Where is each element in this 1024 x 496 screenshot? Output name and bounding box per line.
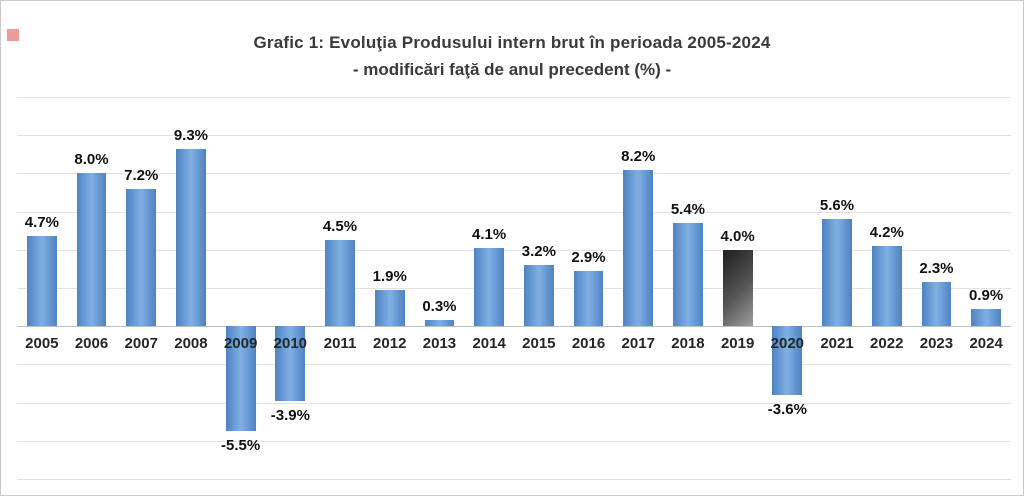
bar-2009 [225,326,256,432]
year-label-2019: 2019 [720,335,755,353]
bar-2017 [623,169,654,327]
year-label-2018: 2018 [671,335,705,353]
bar-2014 [474,247,505,327]
year-label-2023: 2023 [919,335,954,353]
year-label-2012: 2012 [373,335,407,353]
value-label-2024: 0.9% [969,287,1004,305]
bar-2016 [573,270,604,327]
chart-subtitle: - modificări faţă de anul precedent (%) … [352,60,672,79]
gridline [17,135,1011,137]
bar-2013 [424,320,455,327]
year-label-2006: 2006 [74,335,109,353]
value-label-2018: 5.4% [670,201,706,219]
year-label-2020: 2020 [770,335,805,353]
value-label-2010: -3.9% [270,406,310,424]
year-label-2021: 2021 [820,335,854,353]
bar-2006 [76,173,107,327]
gridline [17,97,1011,98]
year-label-2011: 2011 [323,335,357,353]
bar-2020 [772,326,803,395]
year-label-2010: 2010 [273,335,308,353]
value-label-2007: 7.2% [124,166,159,184]
gridline [17,479,1011,480]
bar-2022 [871,245,902,327]
year-label-2013: 2013 [422,335,457,353]
bar-2023 [921,282,952,327]
value-label-2013: 0.3% [422,298,457,316]
gridline [17,249,1011,251]
year-label-2016: 2016 [571,335,606,353]
value-label-2005: 4.7% [24,214,59,232]
bar-2018 [673,223,703,327]
value-label-2012: 1.9% [372,267,407,285]
value-label-2008: 9.3% [173,126,209,144]
gridline [17,364,1011,366]
value-label-2023: 2.3% [919,260,954,278]
value-label-2022: 4.2% [869,223,904,241]
value-label-2014: 4.1% [472,225,507,243]
value-label-2016: 2.9% [571,248,606,266]
bar-2019 [722,249,753,327]
year-label-2022: 2022 [870,335,904,353]
bar-2005 [26,236,57,327]
value-label-2020: -3.6% [767,400,807,418]
gridline [17,173,1011,175]
bar-2011 [325,240,355,327]
gridline [17,288,1011,289]
year-label-2007: 2007 [124,335,158,353]
value-label-2009: -5.5% [221,437,261,455]
bar-2008 [176,148,206,327]
bar-2021 [822,219,852,327]
bar-2015 [523,265,554,327]
bar-2024 [971,309,1002,327]
value-label-2006: 8.0% [74,151,109,169]
chart-title: Grafic 1: Evoluţia Produsului intern bru… [253,33,771,52]
bar-2012 [374,289,405,327]
year-label-2005: 2005 [25,335,59,353]
year-label-2017: 2017 [621,335,655,353]
year-label-2024: 2024 [969,335,1003,353]
gridline [17,402,1011,404]
value-label-2011: 4.5% [322,218,358,236]
year-label-2014: 2014 [472,335,506,353]
x-axis-line [17,326,1011,328]
value-label-2017: 8.2% [621,147,656,165]
year-label-2008: 2008 [174,335,208,353]
value-label-2015: 3.2% [521,243,556,261]
gridline [17,440,1011,442]
year-label-2009: 2009 [223,335,258,353]
value-label-2019: 4.0% [720,227,755,245]
plot-area: 4.7% 2005 8.0% 2006 7.2% 2007 9.3% 2008 -5.5% 200… [17,97,1011,480]
corner-artifact-marker [7,29,19,41]
value-label-2021: 5.6% [819,197,855,215]
gridline [17,211,1011,213]
year-label-2015: 2015 [522,335,556,353]
bar-2010 [275,326,306,401]
bar-2007 [126,188,157,327]
